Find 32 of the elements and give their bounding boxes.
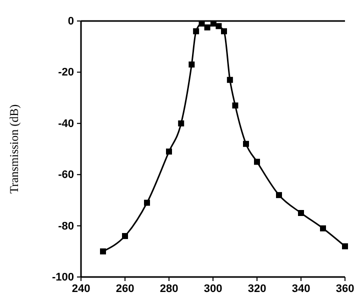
y-tick-label: -100 (52, 272, 74, 284)
x-tick-label: 360 (336, 282, 354, 295)
point (166, 148, 172, 155)
point (243, 140, 249, 147)
point (216, 23, 222, 30)
point (276, 192, 282, 198)
x-tick-label: 340 (292, 282, 310, 295)
x-tick-label: 320 (248, 282, 266, 295)
y-tick-label: 0 (68, 16, 74, 28)
y-tick-label: -20 (58, 66, 74, 79)
point (232, 102, 238, 108)
x-tick-label: 300 (204, 282, 222, 295)
point (193, 28, 200, 34)
y-tick-label: -40 (58, 118, 74, 130)
point (298, 210, 304, 216)
point (100, 248, 106, 254)
point (188, 62, 195, 68)
point (342, 243, 348, 250)
point (221, 28, 227, 34)
point (204, 24, 210, 30)
point (144, 200, 150, 206)
point (254, 158, 260, 165)
point (226, 76, 233, 83)
x-tick-label: 260 (116, 282, 134, 295)
point (320, 225, 326, 232)
y-axis-title: Transmission (dB) (7, 104, 21, 194)
x-tick-label: 240 (72, 282, 90, 295)
x-tick-label: 280 (160, 282, 178, 295)
y-tick-label: -80 (58, 220, 74, 232)
y-tick-label: -60 (58, 169, 74, 182)
point (122, 233, 128, 240)
point (178, 120, 184, 126)
